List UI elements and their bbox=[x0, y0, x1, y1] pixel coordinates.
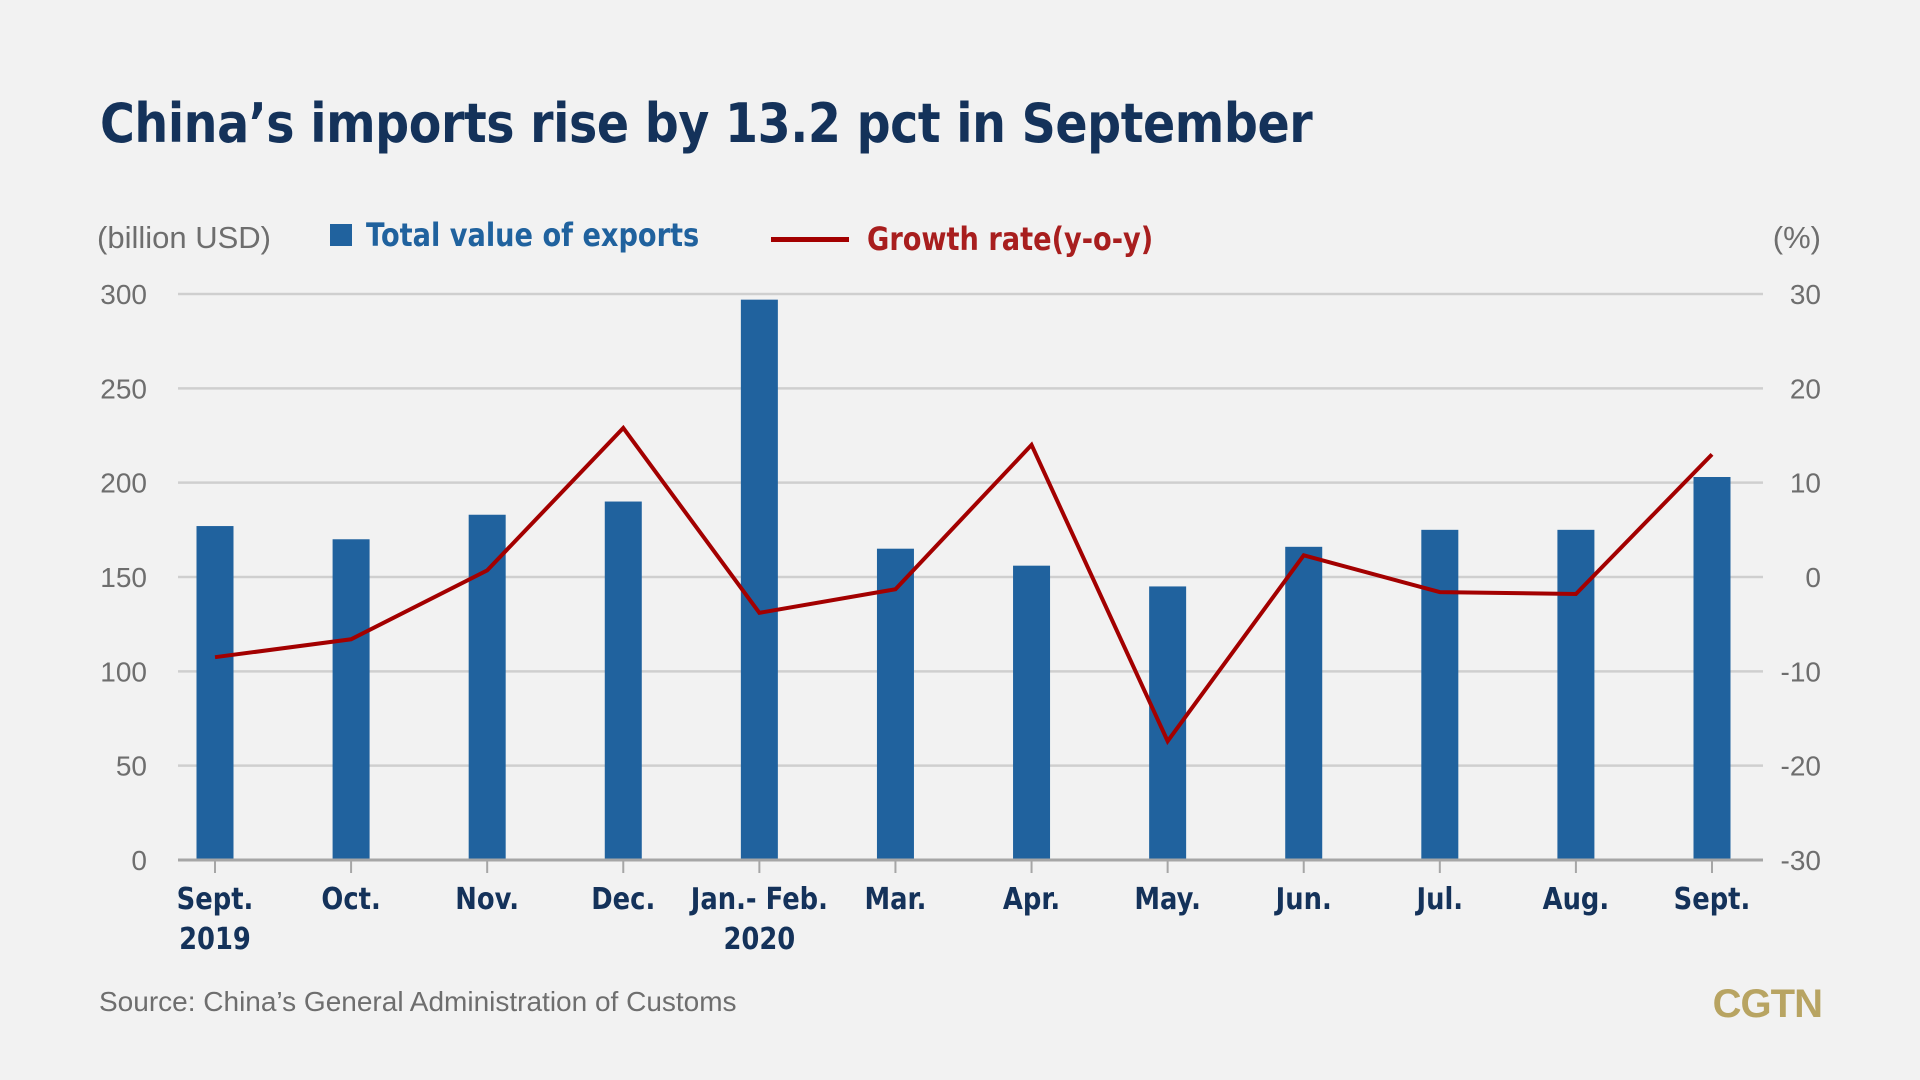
category-label: Mar. bbox=[864, 881, 926, 916]
right-tick-label: -30 bbox=[1781, 845, 1821, 876]
category-label: 2019 bbox=[179, 921, 251, 956]
category-label: Oct. bbox=[321, 881, 380, 916]
bar bbox=[196, 526, 234, 860]
bar bbox=[332, 539, 370, 860]
category-label: Nov. bbox=[455, 881, 519, 916]
left-tick-label: 150 bbox=[100, 562, 147, 593]
legend-label-exports: Total value of exports bbox=[366, 216, 700, 254]
right-tick-label: 10 bbox=[1790, 468, 1821, 499]
bar bbox=[1013, 565, 1051, 860]
category-label: Sept. bbox=[177, 881, 254, 916]
category-label: Jun. bbox=[1274, 881, 1332, 916]
right-y-axis-labels: -30 -20 -10 0 10 20 30 bbox=[1781, 279, 1821, 876]
bar bbox=[1421, 529, 1459, 860]
category-label: Aug. bbox=[1543, 881, 1610, 916]
right-tick-label: 30 bbox=[1790, 279, 1821, 310]
x-axis-labels: Sept. 2019 Oct. Nov. Dec. Jan.- Feb. 2020 Mar. A… bbox=[177, 881, 1751, 956]
bar-series bbox=[196, 299, 1731, 860]
bar bbox=[468, 514, 506, 860]
bar bbox=[1285, 546, 1323, 860]
category-label: 2020 bbox=[723, 921, 795, 956]
right-tick-label: -10 bbox=[1781, 656, 1821, 687]
bar bbox=[740, 299, 778, 860]
category-label: Apr. bbox=[1003, 881, 1060, 916]
bar bbox=[1693, 477, 1731, 860]
left-tick-label: 300 bbox=[100, 279, 147, 310]
bar bbox=[876, 548, 914, 860]
right-axis-unit: (%) bbox=[1772, 220, 1821, 255]
x-axis bbox=[178, 858, 1763, 873]
chart-title: China’s imports rise by 13.2 pct in Sept… bbox=[100, 92, 1313, 155]
left-axis-unit: (billion USD) bbox=[97, 220, 271, 255]
left-tick-label: 100 bbox=[100, 656, 147, 687]
growth-rate-line bbox=[214, 424, 1714, 746]
legend-item-exports: Total value of exports bbox=[330, 216, 758, 254]
legend-line-swatch-icon bbox=[771, 236, 849, 242]
left-tick-label: 200 bbox=[100, 468, 147, 499]
legend-label-growth: Growth rate(y-o-y) bbox=[867, 220, 1154, 258]
left-tick-label: 50 bbox=[116, 751, 147, 782]
bar bbox=[604, 501, 642, 860]
cgtn-logo: CGTN bbox=[1712, 982, 1823, 1026]
category-label: Jul. bbox=[1415, 881, 1463, 916]
left-y-axis-labels: 0 50 100 150 200 250 300 bbox=[100, 279, 147, 876]
left-tick-label: 0 bbox=[131, 845, 147, 876]
category-label: Jan.- Feb. bbox=[689, 881, 828, 916]
left-tick-label: 250 bbox=[100, 373, 147, 404]
line-series bbox=[214, 424, 1714, 746]
right-tick-label: 0 bbox=[1805, 562, 1821, 593]
category-label: May. bbox=[1134, 881, 1201, 916]
right-tick-label: -20 bbox=[1781, 751, 1821, 782]
legend-item-growth: Growth rate(y-o-y) bbox=[771, 220, 1204, 258]
source-note: Source: China’s General Administration o… bbox=[99, 986, 737, 1017]
legend-bar-swatch-icon bbox=[330, 224, 352, 246]
bar bbox=[1557, 529, 1595, 860]
gridlines bbox=[178, 292, 1763, 767]
right-tick-label: 20 bbox=[1790, 373, 1821, 404]
category-label: Dec. bbox=[591, 881, 655, 916]
category-label: Sept. bbox=[1674, 881, 1751, 916]
